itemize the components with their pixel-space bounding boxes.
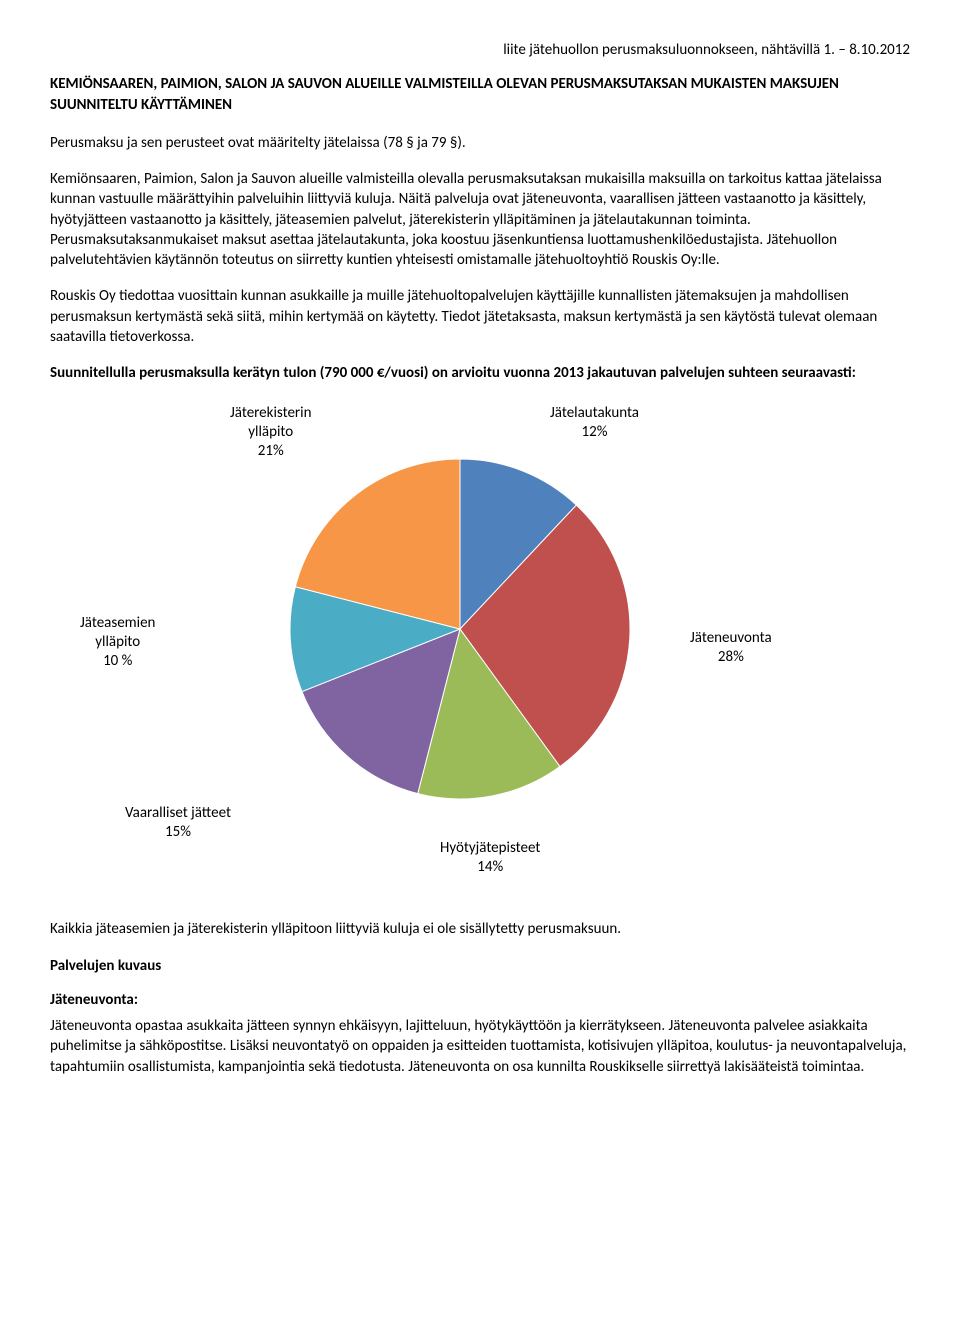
paragraph-5: Kaikkia jäteasemien ja jäterekisterin yl… xyxy=(50,919,910,939)
pie-chart-area: Jätelautakunta12% Jäteneuvonta28% Hyötyjät… xyxy=(50,399,910,899)
paragraph-1: Perusmaksu ja sen perusteet ovat määrite… xyxy=(50,133,910,153)
main-title: KEMIÖNSAAREN, PAIMION, SALON JA SAUVON A… xyxy=(50,74,910,115)
pie-label: Jäteneuvonta28% xyxy=(690,629,772,667)
paragraph-2: Kemiönsaaren, Paimion, Salon ja Sauvon a… xyxy=(50,169,910,270)
pie-label: Hyötyjätepisteet14% xyxy=(440,839,540,877)
header-note: liite jätehuollon perusmaksuluonnokseen,… xyxy=(50,40,910,60)
pie-label: Jäterekisterinylläpito21% xyxy=(230,404,312,460)
paragraph-3: Rouskis Oy tiedottaa vuosittain kunnan a… xyxy=(50,286,910,347)
pie-label: Jäteasemienylläpito10 % xyxy=(80,614,155,670)
pie-label: Jätelautakunta12% xyxy=(550,404,639,442)
pie-label: Vaaralliset jätteet15% xyxy=(125,804,231,842)
paragraph-6: Jäteneuvonta opastaa asukkaita jätteen s… xyxy=(50,1016,910,1077)
subhead-palvelujen-kuvaus: Palvelujen kuvaus xyxy=(50,956,910,976)
paragraph-4-bold: Suunnitellulla perusmaksulla kerätyn tul… xyxy=(50,363,910,383)
pie-chart xyxy=(290,459,630,805)
subhead-jateneuvonta: Jäteneuvonta: xyxy=(50,990,910,1010)
